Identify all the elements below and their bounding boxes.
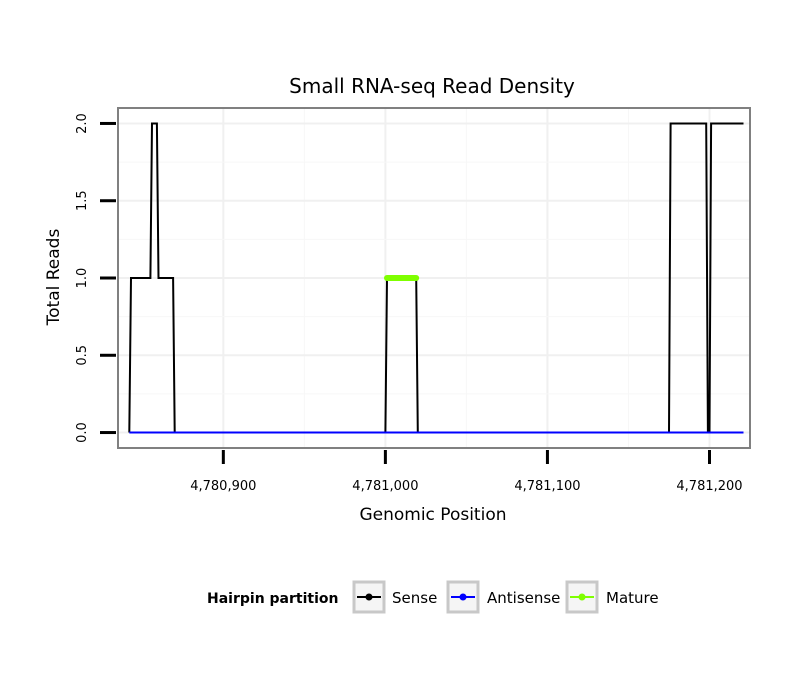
y-tick-label: 0.5: [75, 345, 90, 366]
x-tick-label: 4,781,100: [514, 479, 580, 494]
x-axis: 4,780,900 4,781,000 4,781,100 4,781,200: [190, 450, 743, 494]
chart-title: Small RNA-seq Read Density: [289, 74, 575, 98]
y-tick-label: 1.5: [75, 190, 90, 211]
y-tick-label: 1.0: [75, 268, 90, 289]
legend-item-sense: Sense: [352, 580, 437, 614]
legend-key-point: [578, 593, 586, 601]
grid: [118, 108, 750, 448]
legend-key-point: [365, 593, 373, 601]
y-tick-label: 2.0: [75, 113, 90, 134]
x-tick-label: 4,781,000: [352, 479, 418, 494]
legend-label: Mature: [606, 589, 659, 607]
x-tick-label: 4,780,900: [190, 479, 256, 494]
legend-key-box: [565, 580, 599, 614]
legend-label: Antisense: [487, 589, 560, 607]
y-tick-label: 0.0: [75, 422, 90, 443]
legend-title: Hairpin partition: [207, 591, 338, 607]
legend: Hairpin partition Sense Antisense Mature: [207, 580, 659, 614]
series-group: [128, 122, 744, 434]
legend-label: Sense: [392, 589, 437, 607]
x-axis-label: Genomic Position: [359, 505, 506, 525]
legend-item-antisense: Antisense: [446, 580, 560, 614]
y-axis-label: Total Reads: [44, 229, 64, 327]
x-tick-label: 4,781,200: [676, 479, 742, 494]
legend-key-point: [459, 593, 467, 601]
y-axis: 0.0 0.5 1.0 1.5 2.0: [75, 113, 116, 443]
legend-item-mature: Mature: [565, 580, 659, 614]
plot-border: [117, 107, 751, 449]
